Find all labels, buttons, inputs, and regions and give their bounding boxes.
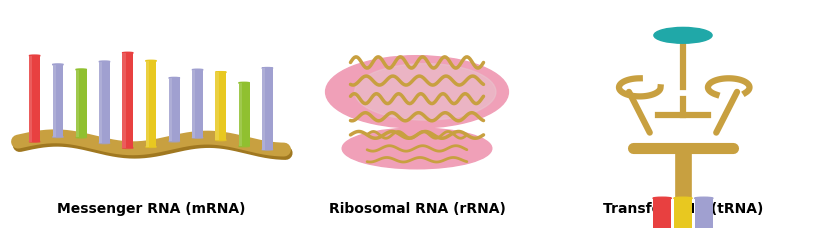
Ellipse shape — [76, 137, 87, 138]
Ellipse shape — [674, 197, 692, 199]
Ellipse shape — [76, 69, 87, 70]
Bar — [146, 61, 148, 147]
Bar — [123, 53, 126, 148]
Ellipse shape — [53, 64, 63, 65]
Bar — [262, 68, 265, 150]
Ellipse shape — [695, 197, 713, 199]
Text: Messenger RNA (mRNA): Messenger RNA (mRNA) — [57, 202, 245, 216]
Bar — [168, 78, 172, 141]
Text: Transfer RNA (tRNA): Transfer RNA (tRNA) — [603, 202, 763, 216]
Ellipse shape — [53, 136, 63, 137]
Bar — [192, 70, 195, 138]
Bar — [239, 83, 242, 146]
Bar — [674, 198, 692, 229]
Bar — [215, 72, 226, 140]
Bar — [53, 65, 63, 137]
Ellipse shape — [146, 146, 157, 147]
Ellipse shape — [262, 68, 273, 69]
Ellipse shape — [342, 128, 492, 169]
Circle shape — [654, 27, 712, 43]
Ellipse shape — [192, 137, 203, 138]
Ellipse shape — [354, 64, 496, 120]
Ellipse shape — [168, 141, 179, 142]
Bar — [192, 70, 203, 138]
Ellipse shape — [29, 141, 40, 142]
Ellipse shape — [653, 197, 671, 199]
Ellipse shape — [239, 82, 249, 84]
Ellipse shape — [146, 60, 157, 61]
Ellipse shape — [215, 72, 226, 73]
Bar — [123, 53, 133, 148]
Bar — [76, 70, 79, 137]
Ellipse shape — [192, 69, 203, 70]
Bar — [653, 198, 671, 229]
Bar — [53, 65, 56, 137]
Bar — [695, 198, 713, 229]
Bar — [29, 56, 40, 142]
Ellipse shape — [262, 149, 273, 150]
Text: Ribosomal RNA (rRNA): Ribosomal RNA (rRNA) — [329, 202, 505, 216]
Ellipse shape — [215, 139, 226, 141]
Bar — [99, 62, 110, 143]
Bar — [239, 83, 249, 146]
Bar — [215, 72, 219, 140]
Bar — [76, 70, 87, 137]
Ellipse shape — [99, 61, 110, 62]
Bar — [29, 56, 33, 142]
Ellipse shape — [99, 142, 110, 144]
Bar — [99, 62, 103, 143]
Bar — [168, 78, 179, 141]
Ellipse shape — [123, 52, 133, 53]
Ellipse shape — [325, 56, 509, 128]
Bar — [262, 68, 273, 150]
Bar — [146, 61, 157, 147]
Ellipse shape — [239, 146, 249, 147]
Ellipse shape — [123, 147, 133, 148]
Ellipse shape — [29, 55, 40, 56]
Ellipse shape — [168, 77, 179, 79]
